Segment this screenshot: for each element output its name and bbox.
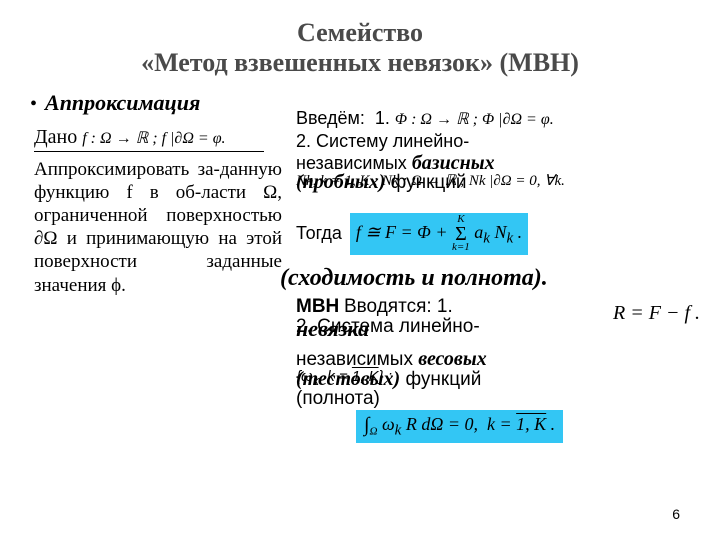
- given-line: Дано f : Ω → ℝ ; f |∂Ω = φ.: [34, 126, 284, 149]
- basis-line-1: 2. Систему линейно-: [296, 131, 696, 152]
- bullet-text: Аппроксимация: [45, 90, 200, 116]
- bottom-formula: ∫Ω ωk R dΩ = 0, k = 1, K .: [356, 410, 563, 444]
- intro-label: Введём:: [296, 108, 365, 128]
- page-number: 6: [672, 506, 680, 522]
- mvn-word: МВН: [296, 296, 339, 318]
- columns: • Аппроксимация Дано f : Ω → ℝ ; f |∂Ω =…: [24, 84, 696, 443]
- then-formula: f ≅ F = Φ + K Σ k=1 ak Nk .: [350, 213, 528, 255]
- given-formula: f : Ω → ℝ ; f |∂Ω = φ.: [82, 130, 225, 147]
- bullet-row: • Аппроксимация: [30, 90, 284, 116]
- weight-block: независимых весовых (тестовых) функций {…: [296, 348, 696, 404]
- intro-line: Введём: 1. Φ : Ω → ℝ ; Φ |∂Ω = φ.: [296, 108, 696, 129]
- given-label: Дано: [34, 126, 77, 148]
- probe-overlay: (пробных) функций Nk, k = 1, K ; Nk : Ω …: [296, 171, 696, 201]
- left-column: • Аппроксимация Дано f : Ω → ℝ ; f |∂Ω =…: [24, 84, 284, 443]
- omega-formula: {ωk, k = 1, K} ;: [296, 368, 392, 388]
- task-text: Аппроксимировать за-данную функцию f в о…: [34, 158, 282, 297]
- nk-formula: Nk, k = 1, K ; Nk : Ω → ℝ ; Nk |∂Ω = 0, …: [296, 171, 565, 190]
- nev-word: невязка: [296, 316, 369, 342]
- divider: [34, 151, 264, 152]
- completeness: (полнота): [296, 388, 380, 410]
- convergence-text: (сходимость и полнота).: [280, 265, 696, 292]
- r-formula: R = F − f .: [613, 302, 700, 325]
- slide: Семейство «Метод взвешенных невязок» (МВ…: [0, 0, 720, 540]
- slide-title: Семейство «Метод взвешенных невязок» (МВ…: [24, 18, 696, 78]
- phi-formula: Φ : Ω → ℝ ; Φ |∂Ω = φ.: [395, 111, 554, 128]
- then-label: Тогда: [296, 223, 342, 244]
- basis-block: 2. Систему линейно- независимых базисных…: [296, 131, 696, 201]
- then-row: Тогда f ≅ F = Φ + K Σ k=1 ak Nk .: [296, 213, 696, 255]
- bullet-icon: •: [30, 94, 37, 114]
- mvn-intro: Вводятся: 1.: [344, 296, 453, 318]
- title-line-1: Семейство: [297, 18, 423, 47]
- bottom-formula-wrap: ∫Ω ωk R dΩ = 0, k = 1, K .: [356, 410, 696, 444]
- mvn-row: МВН Вводятся: 1. 2. Система линейно- нев…: [296, 296, 696, 348]
- right-column: Введём: 1. Φ : Ω → ℝ ; Φ |∂Ω = φ. 2. Сис…: [296, 84, 696, 443]
- title-line-2: «Метод взвешенных невязок» (МВН): [141, 48, 579, 77]
